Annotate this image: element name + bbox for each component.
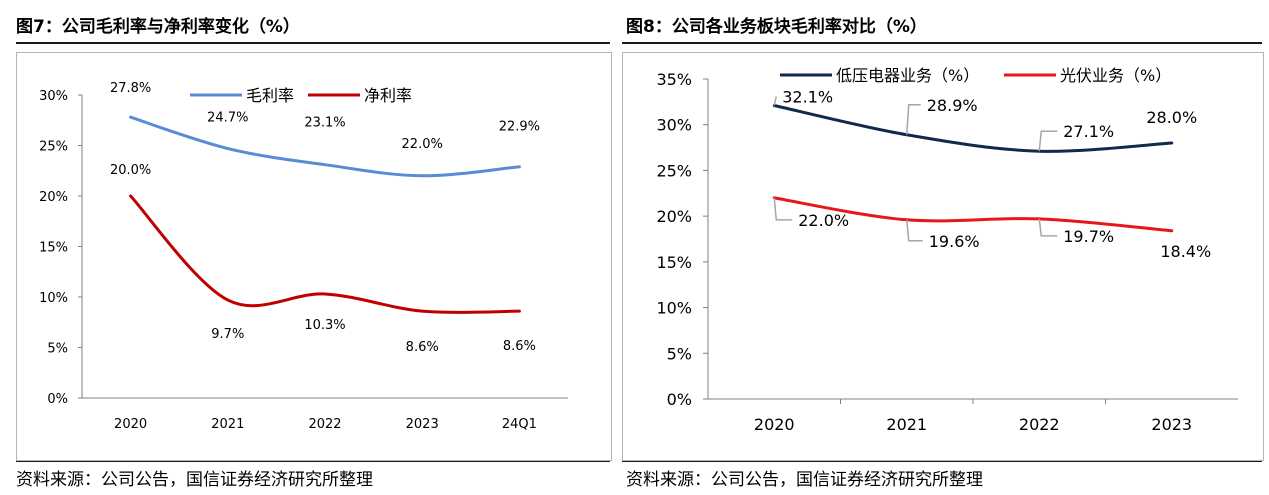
x-tick-label: 2022	[1019, 415, 1060, 434]
x-tick-label: 24Q1	[502, 417, 537, 432]
data-label: 22.9%	[499, 120, 540, 135]
data-label: 24.7%	[207, 111, 248, 126]
series-line-net-margin	[129, 194, 521, 314]
data-label: 8.6%	[406, 340, 439, 355]
y-tick-label: 30%	[39, 89, 68, 104]
chart-frame	[16, 52, 612, 461]
legend-label: 毛利率	[246, 86, 294, 105]
figure-8-panel: 图8：公司各业务板块毛利率对比（%） 0% 5% 10% 15% 20% 25% 30% 35…	[620, 0, 1269, 495]
label-leader-line	[773, 96, 777, 106]
data-label: 28.9%	[927, 96, 978, 115]
y-tick-label: 25%	[656, 161, 692, 180]
legend-label: 光伏业务（%）	[1060, 66, 1171, 85]
data-label: 8.6%	[503, 339, 536, 354]
x-tick-label: 2020	[114, 417, 147, 432]
y-tick-label: 15%	[39, 241, 68, 256]
data-label: 22.0%	[798, 211, 849, 230]
data-label: 28.0%	[1146, 108, 1197, 127]
data-label: 9.7%	[211, 327, 244, 342]
label-leader-line	[773, 197, 793, 221]
label-leader-line	[1038, 218, 1058, 237]
data-label: 19.6%	[929, 232, 980, 251]
data-label: 22.0%	[402, 137, 443, 152]
series-line-low-voltage	[772, 104, 1174, 153]
label-leader-line	[906, 219, 923, 242]
segment-margin-line-chart: 0% 5% 10% 15% 20% 25% 30% 35% 2020 2021 2022 2023 32…	[656, 66, 1238, 434]
x-tick-label: 2021	[211, 417, 244, 432]
y-tick-label: 5%	[667, 344, 692, 363]
series-line-photovoltaic	[772, 196, 1174, 233]
y-tick-label: 35%	[656, 70, 692, 89]
x-tick-label: 2023	[1151, 415, 1192, 434]
figure-7-title: 图7：公司毛利率与净利率变化（%）	[16, 17, 300, 37]
y-tick-label: 20%	[656, 207, 692, 226]
chart-frame	[622, 52, 1264, 461]
y-tick-label: 30%	[656, 116, 692, 135]
legend-label: 低压电器业务（%）	[836, 66, 979, 85]
y-tick-label: 10%	[656, 299, 692, 318]
data-label: 27.1%	[1063, 122, 1114, 141]
data-label: 27.8%	[110, 81, 151, 96]
label-leader-line	[906, 104, 921, 135]
footer-divider	[622, 461, 1262, 462]
data-label: 19.7%	[1063, 227, 1114, 246]
source-note: 资料来源：公司公告，国信证券经济研究所整理	[626, 470, 983, 490]
title-divider	[16, 42, 610, 44]
x-tick-label: 2021	[886, 415, 927, 434]
y-tick-label: 0%	[667, 390, 692, 409]
x-tick-label: 2023	[406, 417, 439, 432]
y-tick-label: 5%	[47, 342, 68, 357]
y-tick-label: 15%	[656, 253, 692, 272]
figure-7-panel: 图7：公司毛利率与净利率变化（%） 0% 5% 10% 15% 20% 25% 30% 202…	[0, 0, 620, 495]
data-label: 10.3%	[304, 318, 345, 333]
y-tick-label: 25%	[39, 140, 68, 155]
figure-8-title: 图8：公司各业务板块毛利率对比（%）	[626, 17, 927, 37]
data-label: 20.0%	[110, 163, 151, 178]
data-label: 32.1%	[782, 88, 833, 107]
data-label: 23.1%	[304, 116, 345, 131]
label-leader-line	[1038, 130, 1058, 152]
y-tick-label: 20%	[39, 190, 68, 205]
x-tick-label: 2022	[308, 417, 341, 432]
x-tick-label: 2020	[754, 415, 795, 434]
footer-divider	[16, 461, 610, 462]
y-tick-label: 0%	[47, 392, 68, 407]
margin-line-chart: 0% 5% 10% 15% 20% 25% 30% 2020 2021 2022 2023 24Q1 2…	[39, 81, 568, 432]
legend-label: 净利率	[364, 86, 412, 105]
title-divider	[622, 42, 1262, 44]
data-label: 18.4%	[1160, 242, 1211, 261]
source-note: 资料来源：公司公告，国信证券经济研究所整理	[16, 470, 373, 490]
y-tick-label: 10%	[39, 291, 68, 306]
